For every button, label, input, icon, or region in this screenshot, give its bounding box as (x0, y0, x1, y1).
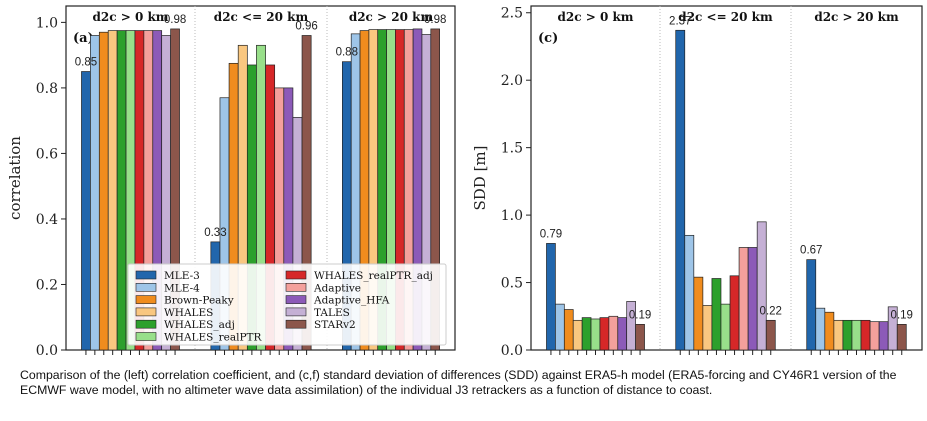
bar-adaptive (738, 247, 749, 351)
bar-whales-adj (842, 319, 853, 351)
bar-whales-realptr (851, 319, 862, 351)
data-label: 0.67 (800, 245, 822, 257)
legend-label: STARv2 (314, 319, 356, 331)
bar-mle-4 (90, 35, 100, 351)
bar-brown-peaky (824, 311, 835, 351)
legend-label: MLE-4 (164, 282, 200, 294)
data-label: 0.33 (204, 227, 226, 239)
bar-whales (833, 319, 844, 351)
y-tick-label: 0.2 (36, 277, 58, 293)
bar-adaptive-hfa (878, 321, 889, 351)
legend-swatch (135, 332, 157, 341)
bar-whales (107, 30, 118, 351)
y-tick-label: 0.6 (36, 146, 58, 162)
data-label: 0.98 (164, 14, 186, 26)
y-tick-label: 2.5 (501, 6, 523, 22)
legend-swatch (135, 282, 157, 292)
legend-box (127, 263, 447, 346)
data-label: 0.98 (424, 14, 446, 26)
group-title: d2c > 20 km (349, 10, 434, 24)
bar-mle-3 (81, 71, 91, 351)
legend-swatch (285, 270, 307, 280)
bar-brown-peaky (693, 276, 704, 351)
bar-whales-adj (711, 278, 722, 351)
group-title: d2c > 20 km (814, 10, 899, 24)
legend-label: WHALES (164, 307, 213, 319)
data-label: 0.85 (75, 57, 97, 69)
y-axis-label: correlation (6, 136, 24, 220)
bar-brown-peaky (98, 31, 109, 351)
bar-mle-4 (555, 303, 565, 351)
group-title: d2c > 0 km (93, 10, 169, 24)
data-label: 0.22 (760, 305, 782, 317)
legend-swatch (135, 295, 157, 304)
bar-whales-realptr (590, 318, 601, 351)
bar-whales-adj (116, 30, 127, 351)
figure-caption: Comparison of the (left) correlation coe… (20, 368, 897, 397)
bar-adaptive-hfa (617, 317, 628, 351)
bar-whales-realptr (720, 303, 731, 351)
legend-swatch (135, 307, 157, 317)
legend-swatch (135, 319, 157, 329)
y-tick-label: 0.0 (36, 343, 58, 359)
bar-whales-realptr-adj (729, 275, 740, 351)
legend-label: WHALES_realPTR (164, 332, 263, 344)
group-title: d2c > 0 km (558, 10, 634, 24)
legend-label: Adaptive_HFA (313, 295, 390, 307)
data-label: 0.88 (336, 47, 358, 59)
bar-whales (572, 319, 583, 351)
bar-mle-4 (684, 234, 695, 351)
bar-starv2 (635, 324, 645, 351)
y-tick-label: 0.5 (501, 276, 523, 292)
legend-label: Brown-Peaky (164, 295, 234, 307)
y-tick-label: 1.5 (501, 141, 523, 157)
y-tick-label: 0.8 (36, 81, 58, 97)
group-title: d2c <= 20 km (678, 10, 773, 24)
bar-adaptive (869, 321, 880, 351)
bar-starv2 (765, 319, 776, 351)
bar-mle-3 (806, 259, 817, 351)
bar-tales (756, 221, 767, 351)
data-label: 0.19 (891, 309, 913, 321)
bar-whales-adj (581, 317, 592, 351)
panel-label: (a) (73, 31, 94, 46)
legend-label: WHALES_adj (164, 319, 235, 331)
panel-label: (c) (538, 31, 558, 46)
data-label: 2.37 (669, 15, 691, 27)
legend-swatch (285, 307, 307, 317)
y-tick-label: 2.0 (501, 73, 523, 89)
y-tick-label: 0.4 (36, 212, 58, 228)
bar-brown-peaky (563, 309, 574, 351)
legend-swatch (285, 295, 307, 304)
bar-whales-realptr-adj (599, 317, 610, 351)
bar-mle-4 (815, 307, 826, 351)
legend-swatch (285, 282, 307, 292)
group-title: d2c <= 20 km (214, 10, 309, 24)
legend-label: Adaptive (313, 282, 361, 294)
data-label: 0.96 (295, 20, 317, 32)
y-tick-label: 1.0 (501, 208, 523, 224)
bar-whales (702, 305, 713, 351)
bar-adaptive (608, 315, 619, 351)
y-axis-label: SDD [m] (471, 145, 489, 210)
data-label: 0.19 (629, 309, 651, 321)
legend-swatch (135, 270, 157, 280)
data-label: 0.79 (540, 228, 562, 240)
y-tick-label: 0.0 (501, 343, 523, 359)
bar-adaptive-hfa (747, 247, 758, 351)
figure: 0.0 0.2 0.4 0.6 0.8 1.0 correlation d2c > 0 km d… (6, 5, 923, 359)
legend-label: WHALES_realPTR_adj (314, 270, 433, 282)
axes-frame-1 (530, 5, 923, 351)
bar-mle-3 (675, 29, 686, 351)
bar-starv2 (896, 324, 907, 351)
legend-label: TALES (314, 307, 350, 319)
bar-whales-realptr-adj (860, 319, 871, 351)
legend-label: MLE-3 (164, 270, 200, 282)
legend-swatch (285, 319, 307, 329)
y-tick-label: 1.0 (36, 15, 58, 31)
bar-mle-3 (546, 243, 556, 351)
